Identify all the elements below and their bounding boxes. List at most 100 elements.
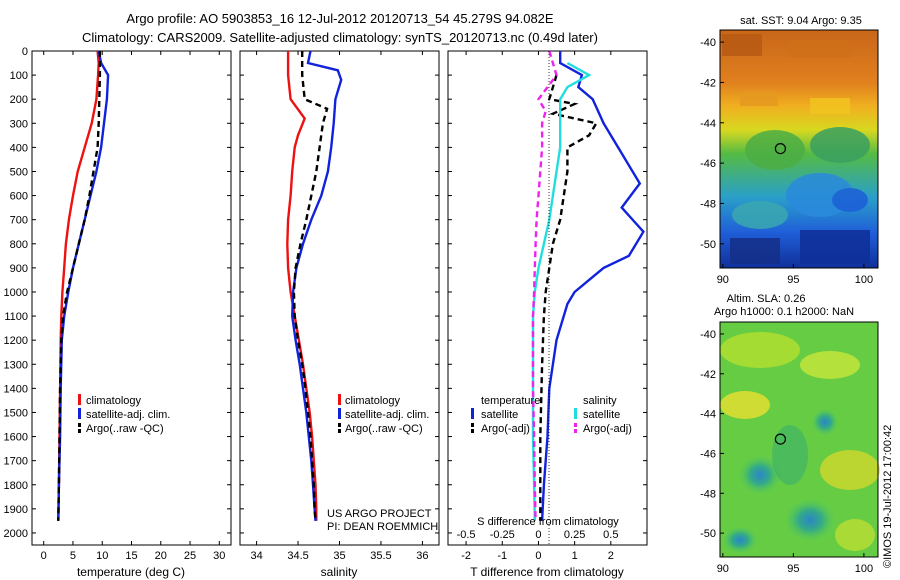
map-ytick-label: -44 [700, 118, 716, 130]
salinity-xtick-label: 36 [416, 550, 428, 562]
legend-swatch-satellite [78, 408, 81, 419]
legend-swatch-climatology [78, 394, 81, 405]
depth-tick-label: 100 [10, 70, 28, 82]
depth-tick-label: 400 [10, 142, 28, 154]
sla-map-ticks: 90 95 100 -40 -42 -44 -46 -48 -50 [700, 329, 873, 575]
legend-swatch-satellite [338, 408, 341, 419]
map-ytick-label: -40 [700, 329, 716, 341]
legend-swatch-sal-satellite [574, 408, 577, 419]
depth-tick-label: 300 [10, 118, 28, 130]
temperature-xtick-label: 30 [213, 550, 225, 562]
sst-map-ticks: 90 95 100 -40 -42 -44 -46 -48 -50 [700, 37, 873, 286]
difference-series-temperature-satellite [540, 51, 645, 521]
axis-ticks: 0 5 10 15 20 25 300100200300400500600700800900… [4, 46, 647, 562]
difference-series-salinity-argo [531, 51, 558, 521]
legend-header-salinity: salinity [583, 395, 617, 407]
title-line-2: Climatology: CARS2009. Satellite-adjuste… [82, 30, 598, 45]
depth-tick-label: 1200 [4, 335, 28, 347]
salinity-plot-frame [239, 50, 440, 546]
depth-tick-label: 700 [10, 215, 28, 227]
temperature-xtick-label: 25 [184, 550, 196, 562]
sla-map-title-2: Argo h1000: 0.1 h2000: NaN [714, 306, 854, 318]
map-xtick-label: 90 [717, 563, 729, 575]
depth-tick-label: 2000 [4, 528, 28, 540]
legend-swatch-climatology [338, 394, 341, 405]
depth-tick-label: 1300 [4, 359, 28, 371]
map-ytick-label: -46 [700, 158, 716, 170]
sla-map-frame [719, 321, 879, 558]
difference-xlabel: T difference from climatology [470, 565, 624, 579]
salinity-legend: climatology satellite-adj. clim. Argo(..… [338, 394, 429, 435]
salinity-series-argo-raw-qc [292, 51, 329, 521]
project-annotation: US ARGO PROJECT [327, 508, 432, 520]
difference-xtick-top-label: -0.5 [457, 529, 476, 541]
depth-tick-label: 900 [10, 263, 28, 275]
difference-top-xlabel: S difference from climatology [477, 516, 619, 528]
temperature-xtick-label: 15 [125, 550, 137, 562]
depth-tick-label: 500 [10, 166, 28, 178]
temperature-xtick-label: 5 [70, 550, 76, 562]
salinity-xtick-label: 34 [250, 550, 262, 562]
legend-swatch-argo [78, 423, 81, 427]
difference-series-temperature-argo [539, 74, 599, 521]
legend-swatch-sal-argo-2 [574, 429, 577, 433]
map-ytick-label: -48 [700, 488, 716, 500]
legend-swatch-temp-argo [471, 423, 474, 427]
depth-tick-label: 1600 [4, 432, 28, 444]
salinity-xtick-label: 35 [333, 550, 345, 562]
depth-tick-label: 200 [10, 94, 28, 106]
copyright-label: ©IMOS 19-Jul-2012 17:00:42 [882, 425, 894, 568]
map-ytick-label: -44 [700, 409, 716, 421]
legend-label-satellite: satellite-adj. clim. [86, 409, 170, 421]
map-ytick-label: -48 [700, 198, 716, 210]
depth-tick-label: 800 [10, 239, 28, 251]
temperature-xtick-label: 0 [41, 550, 47, 562]
temperature-xlabel: temperature (deg C) [77, 565, 185, 579]
map-ytick-label: -42 [700, 369, 716, 381]
salinity-xtick-label: 35.5 [370, 550, 391, 562]
sst-map: sat. SST: 9.04 Argo: 9.35 90 95 100 -40 -42 -… [700, 15, 879, 286]
difference-xtick-top-label: 0 [535, 529, 541, 541]
pi-annotation: PI: DEAN ROEMMICH [327, 521, 438, 533]
difference-plot-frame [447, 50, 648, 546]
difference-xtick-label: -1 [497, 550, 507, 562]
legend-label-sal-satellite: satellite [583, 409, 620, 421]
map-ytick-label: -40 [700, 37, 716, 49]
map-xtick-label: 90 [717, 274, 729, 286]
depth-tick-label: 1700 [4, 456, 28, 468]
legend-label-climatology: climatology [86, 395, 142, 407]
difference-xtick-label: -2 [461, 550, 471, 562]
depth-tick-label: 0 [22, 46, 28, 58]
legend-label-temp-satellite: satellite [481, 409, 518, 421]
legend-swatch-temp-argo-2 [471, 429, 474, 433]
legend-swatch-argo-2 [338, 429, 341, 433]
sst-map-frame [719, 29, 879, 269]
temperature-xtick-label: 20 [155, 550, 167, 562]
depth-tick-label: 1500 [4, 407, 28, 419]
map-xtick-label: 95 [787, 563, 799, 575]
difference-legend: temperature salinity satellite Argo(-adj… [471, 395, 632, 435]
map-ytick-label: -50 [700, 528, 716, 540]
map-xtick-label: 100 [855, 274, 873, 286]
legend-swatch-sal-argo [574, 423, 577, 427]
legend-header-temperature: temperature [481, 395, 540, 407]
argo-position-marker [774, 143, 787, 155]
sla-map-texture [720, 332, 880, 554]
map-ytick-label: -42 [700, 77, 716, 89]
salinity-xtick-label: 34.5 [287, 550, 308, 562]
legend-swatch-argo-2 [78, 429, 81, 433]
depth-tick-label: 600 [10, 191, 28, 203]
salinity-xlabel: salinity [321, 565, 358, 579]
difference-xtick-label: 2 [608, 550, 614, 562]
legend-swatch-argo [338, 423, 341, 427]
difference-xtick-top-label: -0.25 [490, 529, 515, 541]
legend-swatch-temp-satellite [471, 408, 474, 419]
sst-map-title: sat. SST: 9.04 Argo: 9.35 [740, 15, 862, 27]
legend-label-satellite: satellite-adj. clim. [345, 409, 429, 421]
temperature-xtick-label: 10 [96, 550, 108, 562]
sla-map-title-1: Altim. SLA: 0.26 [727, 293, 806, 305]
temperature-series-argo-raw-qc [57, 51, 102, 521]
map-xtick-label: 100 [855, 563, 873, 575]
legend-label-climatology: climatology [345, 395, 401, 407]
